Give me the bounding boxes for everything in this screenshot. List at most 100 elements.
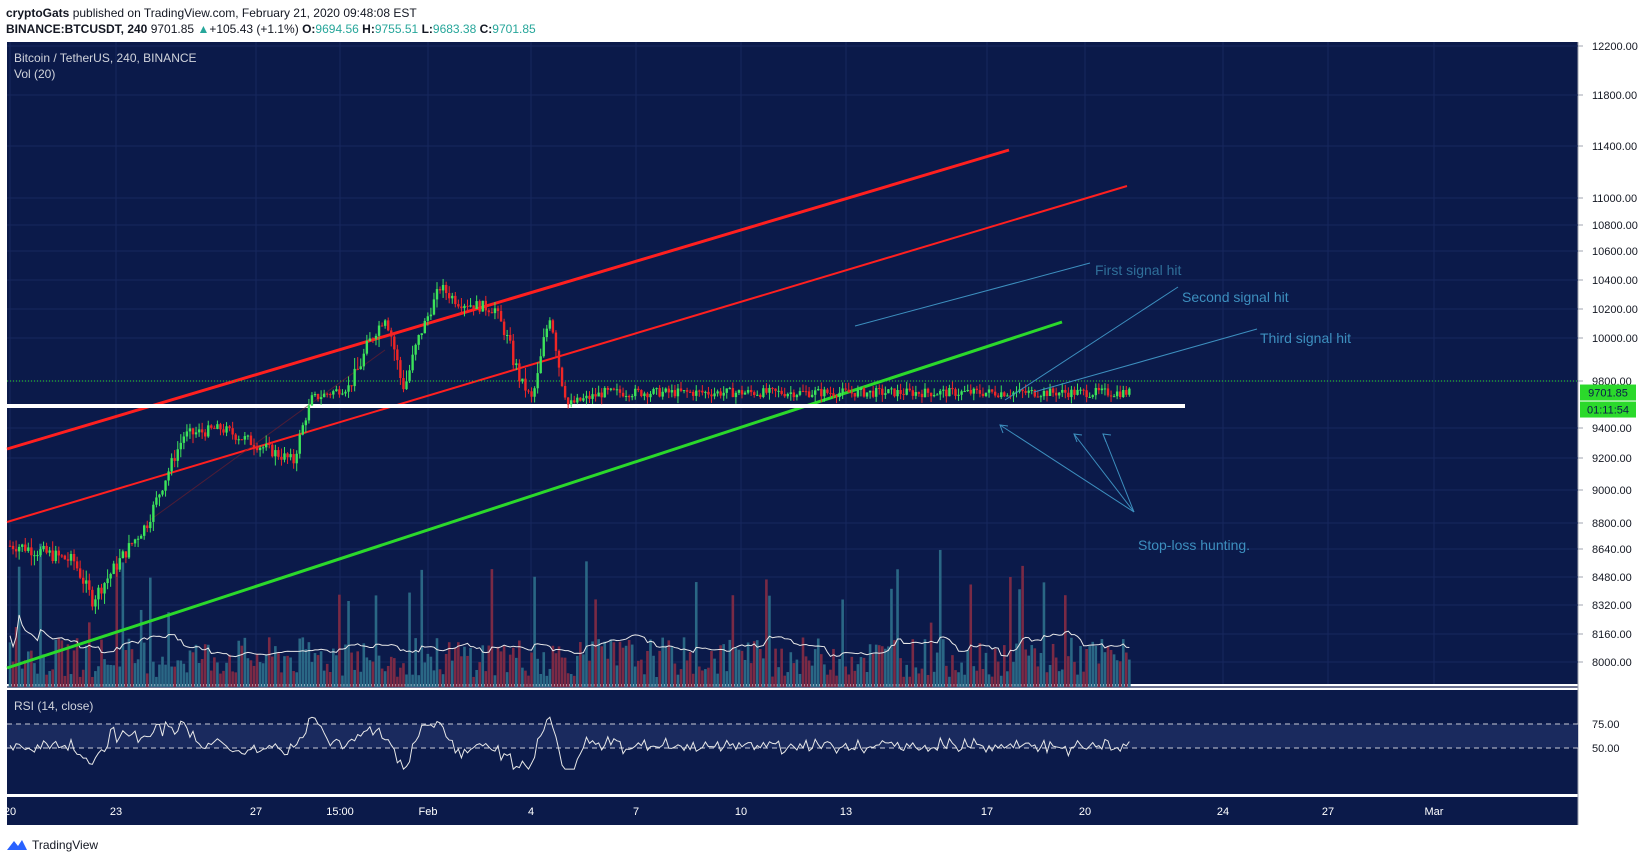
candle-body	[829, 392, 832, 394]
volume-bar	[1079, 645, 1082, 687]
candle-body	[69, 554, 73, 561]
volume-bar	[804, 656, 808, 687]
candle-body	[951, 388, 954, 390]
volume-bar	[1030, 645, 1034, 687]
candle	[329, 392, 332, 399]
candle	[72, 549, 76, 571]
candle	[533, 386, 536, 403]
candle	[725, 388, 728, 399]
candle-body	[1091, 395, 1094, 397]
candle-body	[637, 388, 640, 391]
candle-body	[533, 388, 536, 397]
volume-bar	[478, 662, 481, 687]
candle	[707, 386, 710, 399]
candle-body	[710, 394, 713, 397]
candle-body	[414, 344, 417, 355]
candle	[207, 420, 210, 438]
candle-body	[759, 394, 762, 397]
volume-bar	[923, 639, 927, 687]
candle-body	[283, 453, 286, 460]
candle	[332, 389, 335, 399]
main-pane[interactable]	[7, 42, 1578, 684]
candle-body	[444, 284, 448, 294]
candle	[890, 386, 893, 395]
candle-body	[362, 353, 365, 367]
volume-bar	[362, 643, 366, 687]
candle	[679, 381, 683, 393]
candle	[993, 385, 997, 398]
volume-bar	[225, 662, 228, 687]
volume-bar	[466, 655, 469, 687]
candle	[362, 348, 365, 371]
candle-body	[463, 305, 466, 309]
candle	[923, 383, 927, 398]
candle-body	[737, 390, 741, 393]
candle-body	[295, 453, 298, 464]
candle	[435, 282, 439, 308]
author-name[interactable]: cryptoGats	[6, 6, 70, 20]
candle	[612, 387, 616, 391]
candle-body	[1119, 391, 1122, 398]
candle-body	[152, 504, 155, 522]
volume-bar	[328, 672, 332, 687]
candle-body	[777, 390, 780, 392]
time-axis[interactable]	[7, 797, 1578, 825]
volume-bar	[356, 651, 359, 687]
volume-bar	[1024, 649, 1027, 687]
candle-body	[493, 308, 497, 314]
volume-bar	[1042, 582, 1046, 687]
price-tick-label: 8800.00	[1592, 518, 1632, 530]
volume-bar	[881, 646, 884, 687]
candle	[792, 389, 796, 401]
candle-body	[612, 388, 616, 390]
candle-body	[862, 388, 866, 397]
volume-bar	[203, 644, 207, 687]
candle	[902, 388, 905, 400]
candle	[896, 384, 899, 402]
volume-bar	[115, 567, 119, 687]
time-tick-label: 20	[1079, 806, 1091, 818]
faint-line	[149, 349, 386, 521]
candle-body	[792, 392, 796, 398]
candle-body	[246, 435, 250, 437]
candle	[164, 480, 167, 497]
candle-body	[649, 393, 652, 398]
candle-body	[271, 444, 274, 457]
volume-bar	[277, 653, 280, 687]
candle	[390, 327, 393, 347]
candle-body	[191, 428, 195, 435]
time-tick-label: 27	[1322, 806, 1334, 818]
volume-bar	[664, 645, 668, 687]
candle	[365, 334, 369, 356]
stop-loss-arrow	[999, 424, 1135, 513]
volume-bar	[179, 660, 183, 687]
candle	[423, 318, 426, 334]
volume-bar	[515, 657, 518, 687]
volume-bar	[216, 662, 219, 687]
volume-bar	[45, 674, 48, 687]
volume-bar	[121, 562, 125, 687]
candle	[606, 386, 609, 395]
volume-bar	[1091, 641, 1095, 687]
candle-body	[899, 389, 902, 394]
candle-body	[740, 390, 744, 395]
first-signal-label: First signal hit	[1095, 262, 1182, 278]
tradingview-logo[interactable]: TradingView	[6, 838, 98, 852]
candle	[868, 390, 872, 399]
candle	[582, 393, 585, 403]
high-label: H:	[362, 22, 375, 36]
candle	[155, 491, 158, 508]
candle	[45, 542, 48, 555]
time-tick-label: 27	[250, 806, 262, 818]
candle-body	[969, 389, 972, 394]
candle	[1125, 385, 1128, 398]
candle	[576, 393, 579, 405]
candle-body	[88, 580, 91, 590]
candle	[1085, 384, 1088, 403]
candle-body	[810, 394, 814, 397]
volume-bar	[929, 622, 933, 687]
volume-bar	[130, 649, 134, 687]
candle	[1097, 383, 1101, 395]
volume-bar	[1021, 565, 1024, 687]
